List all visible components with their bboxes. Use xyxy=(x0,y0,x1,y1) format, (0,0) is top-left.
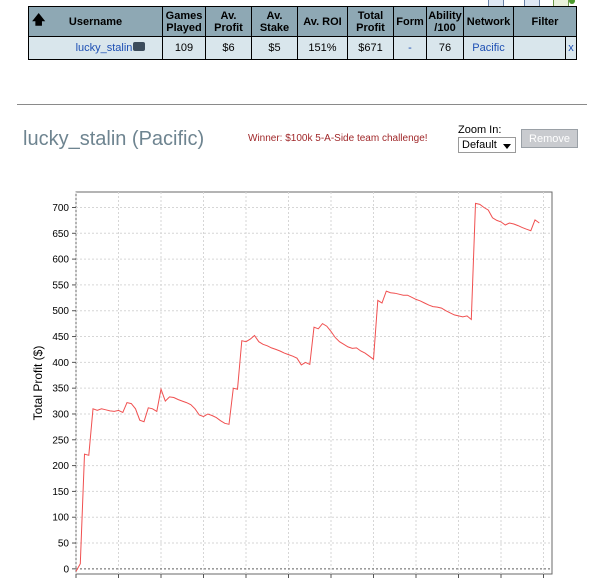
column-form[interactable]: Form xyxy=(393,6,427,37)
y-tick-label: 600 xyxy=(52,255,69,266)
column-filter[interactable]: Filter xyxy=(513,6,577,37)
zoom-select[interactable]: Default xyxy=(458,137,516,153)
y-tick-label: 50 xyxy=(58,539,70,550)
column-ability[interactable]: Ability /100 xyxy=(426,6,464,37)
table-header-row: 🡅 Username Games Played Av. Profit Av. S… xyxy=(28,6,577,37)
y-tick-label: 650 xyxy=(52,229,69,240)
chevron-down-icon xyxy=(503,144,511,149)
y-tick-label: 0 xyxy=(63,564,69,575)
cell-username: lucky_stalin xyxy=(28,36,163,60)
y-tick-label: 500 xyxy=(52,306,69,317)
y-axis-ticks: 0 50 100 150 200 250 300 350 400 450 500 550 600 650 7… xyxy=(52,203,76,575)
page-title: lucky_stalin (Pacific) xyxy=(23,128,205,150)
sort-up-icon[interactable]: 🡅 xyxy=(32,12,46,27)
y-tick-label: 550 xyxy=(52,280,69,291)
series-group xyxy=(75,202,540,572)
y-tick-label: 700 xyxy=(52,203,69,214)
remove-button[interactable]: Remove xyxy=(521,129,578,148)
cell-total-profit: $671 xyxy=(347,36,394,60)
cell-ability: 76 xyxy=(426,36,464,60)
profit-chart: 0 50 100 150 200 250 300 350 400 450 500 550 600 650 7… xyxy=(31,191,553,578)
boat-icon xyxy=(133,41,146,51)
y-tick-label: 100 xyxy=(52,513,69,524)
table-row: lucky_stalin 109 $6 $5 151% $671 - 76 Pa… xyxy=(28,36,577,60)
column-av-stake[interactable]: Av. Stake xyxy=(251,6,298,37)
network-link[interactable]: Pacific xyxy=(463,36,514,60)
y-tick-label: 200 xyxy=(52,461,69,472)
zoom-select-value: Default xyxy=(462,139,497,151)
y-tick-label: 350 xyxy=(52,384,69,395)
player-stats-table: 🡅 Username Games Played Av. Profit Av. S… xyxy=(28,6,577,60)
cell-games-played: 109 xyxy=(162,36,206,60)
y-axis-title: Total Profit ($) xyxy=(31,346,45,421)
column-av-roi[interactable]: Av. ROI xyxy=(297,6,348,37)
column-total-profit[interactable]: Total Profit xyxy=(347,6,394,37)
x-axis-ticks: 0102030405060708090100110 xyxy=(75,574,544,578)
cell-av-profit: $6 xyxy=(205,36,252,60)
cell-form[interactable]: - xyxy=(393,36,427,60)
remove-row-link[interactable]: x xyxy=(565,36,577,60)
y-tick-label: 300 xyxy=(52,409,69,420)
plot-area xyxy=(75,191,553,575)
column-username[interactable]: 🡅 Username xyxy=(28,6,163,37)
winner-badge: Winner: $100k 5-A-Side team challenge! xyxy=(248,133,428,144)
y-tick-label: 450 xyxy=(52,332,69,343)
username-link[interactable]: lucky_stalin xyxy=(75,42,133,54)
section-divider xyxy=(17,104,587,105)
cell-filter xyxy=(513,36,566,60)
column-network[interactable]: Network xyxy=(463,6,514,37)
zoom-label: Zoom In: xyxy=(458,124,502,136)
cell-av-roi: 151% xyxy=(297,36,348,60)
cell-av-stake: $5 xyxy=(251,36,298,60)
series-line xyxy=(75,202,540,572)
column-games-played[interactable]: Games Played xyxy=(162,6,206,37)
y-tick-label: 150 xyxy=(52,487,69,498)
y-tick-label: 250 xyxy=(52,435,69,446)
column-av-profit[interactable]: Av. Profit xyxy=(205,6,252,37)
y-tick-label: 400 xyxy=(52,358,69,369)
